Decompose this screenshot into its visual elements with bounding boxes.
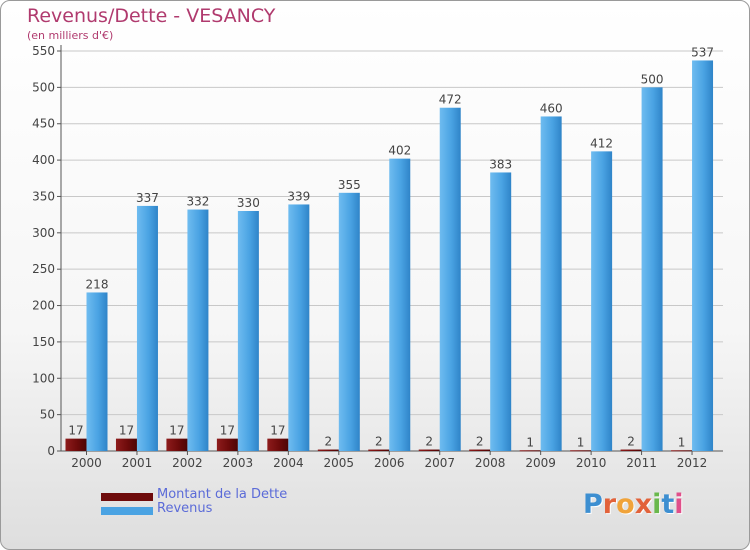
data-label-revenus: 537	[691, 45, 714, 59]
x-tick-label: 2012	[677, 456, 708, 470]
bar-revenus	[187, 209, 209, 451]
x-tick-label: 2002	[172, 456, 203, 470]
x-tick-label: 2003	[223, 456, 254, 470]
logo-letter: o	[616, 489, 635, 520]
legend-label-revenus: Revenus	[157, 501, 213, 516]
bar-revenus	[439, 107, 461, 452]
data-label-dette: 2	[476, 435, 484, 449]
y-tick-label: 450	[32, 117, 55, 131]
data-label-revenus: 402	[388, 144, 411, 158]
x-tick-label: 2010	[576, 456, 607, 470]
bar-dette	[317, 449, 339, 451]
bar-revenus	[136, 205, 158, 451]
x-tick-label: 2005	[324, 456, 355, 470]
legend-swatch-revenus	[101, 507, 153, 515]
bar-revenus	[692, 60, 714, 452]
y-tick-label: 250	[32, 262, 55, 276]
bar-dette	[469, 449, 491, 451]
data-label-revenus: 472	[439, 93, 462, 107]
x-tick-label: 2009	[525, 456, 556, 470]
bar-revenus	[288, 204, 310, 451]
y-tick-label: 400	[32, 153, 55, 167]
bar-revenus	[237, 211, 259, 451]
bar-dette	[418, 449, 440, 451]
data-label-dette: 17	[220, 424, 235, 438]
logo-letter: i	[674, 489, 684, 520]
x-tick-label: 2011	[626, 456, 657, 470]
logo-letter: x	[634, 489, 653, 520]
data-label-dette: 2	[324, 435, 332, 449]
y-tick-label: 0	[47, 444, 55, 458]
bar-dette	[216, 438, 238, 451]
bar-dette	[115, 438, 137, 451]
chart-subtitle: (en milliers d'€)	[27, 29, 114, 42]
data-label-revenus: 339	[287, 189, 310, 203]
bar-revenus	[641, 87, 663, 451]
data-label-dette: 2	[375, 435, 383, 449]
data-label-dette: 1	[526, 435, 534, 449]
y-tick-label: 50	[40, 408, 55, 422]
bar-revenus	[389, 158, 411, 452]
logo-letter: i	[652, 489, 662, 520]
bar-dette	[671, 450, 693, 452]
y-tick-label: 350	[32, 189, 55, 203]
proxiti-logo: Proxiti	[583, 489, 684, 520]
bar-dette	[570, 450, 592, 452]
bar-dette	[368, 449, 390, 451]
bar-dette	[267, 438, 289, 451]
logo-letter: t	[661, 489, 675, 520]
bar-revenus	[591, 151, 613, 451]
chart-title: Revenus/Dette - VESANCY	[27, 5, 276, 27]
bar-dette	[166, 438, 188, 451]
x-tick-label: 2001	[122, 456, 153, 470]
data-label-dette: 17	[119, 424, 134, 438]
data-label-revenus: 412	[590, 136, 613, 150]
data-label-revenus: 355	[338, 178, 361, 192]
bar-revenus	[490, 172, 512, 452]
data-label-revenus: 330	[237, 196, 260, 210]
y-tick-label: 150	[32, 335, 55, 349]
data-label-revenus: 500	[641, 72, 664, 86]
data-label-dette: 2	[627, 435, 635, 449]
x-tick-label: 2006	[374, 456, 405, 470]
x-tick-label: 2000	[71, 456, 102, 470]
x-tick-label: 2004	[273, 456, 304, 470]
data-label-dette: 17	[68, 424, 83, 438]
legend-swatch-dette	[101, 493, 153, 501]
data-label-revenus: 460	[540, 101, 563, 115]
logo-letter: P	[583, 489, 603, 520]
y-tick-label: 300	[32, 226, 55, 240]
logo-letter: r	[602, 489, 617, 520]
data-label-dette: 17	[270, 424, 285, 438]
data-label-revenus: 218	[86, 277, 109, 291]
y-tick-label: 550	[32, 44, 55, 58]
bar-revenus	[540, 116, 562, 452]
legend-label-dette: Montant de la Dette	[157, 487, 288, 502]
data-label-dette: 2	[425, 435, 433, 449]
bar-dette	[620, 449, 642, 451]
data-label-revenus: 332	[186, 195, 209, 209]
y-tick-label: 100	[32, 371, 55, 385]
data-label-dette: 1	[678, 435, 686, 449]
x-tick-label: 2007	[424, 456, 455, 470]
data-label-revenus: 383	[489, 157, 512, 171]
data-label-dette: 17	[169, 424, 184, 438]
x-tick-label: 2008	[475, 456, 506, 470]
data-label-revenus: 337	[136, 191, 159, 205]
bar-revenus	[86, 292, 108, 451]
bar-revenus	[338, 192, 360, 451]
data-label-dette: 1	[577, 435, 585, 449]
y-tick-label: 200	[32, 299, 55, 313]
y-tick-label: 500	[32, 80, 55, 94]
bar-dette	[519, 450, 541, 452]
bar-dette	[65, 438, 87, 451]
